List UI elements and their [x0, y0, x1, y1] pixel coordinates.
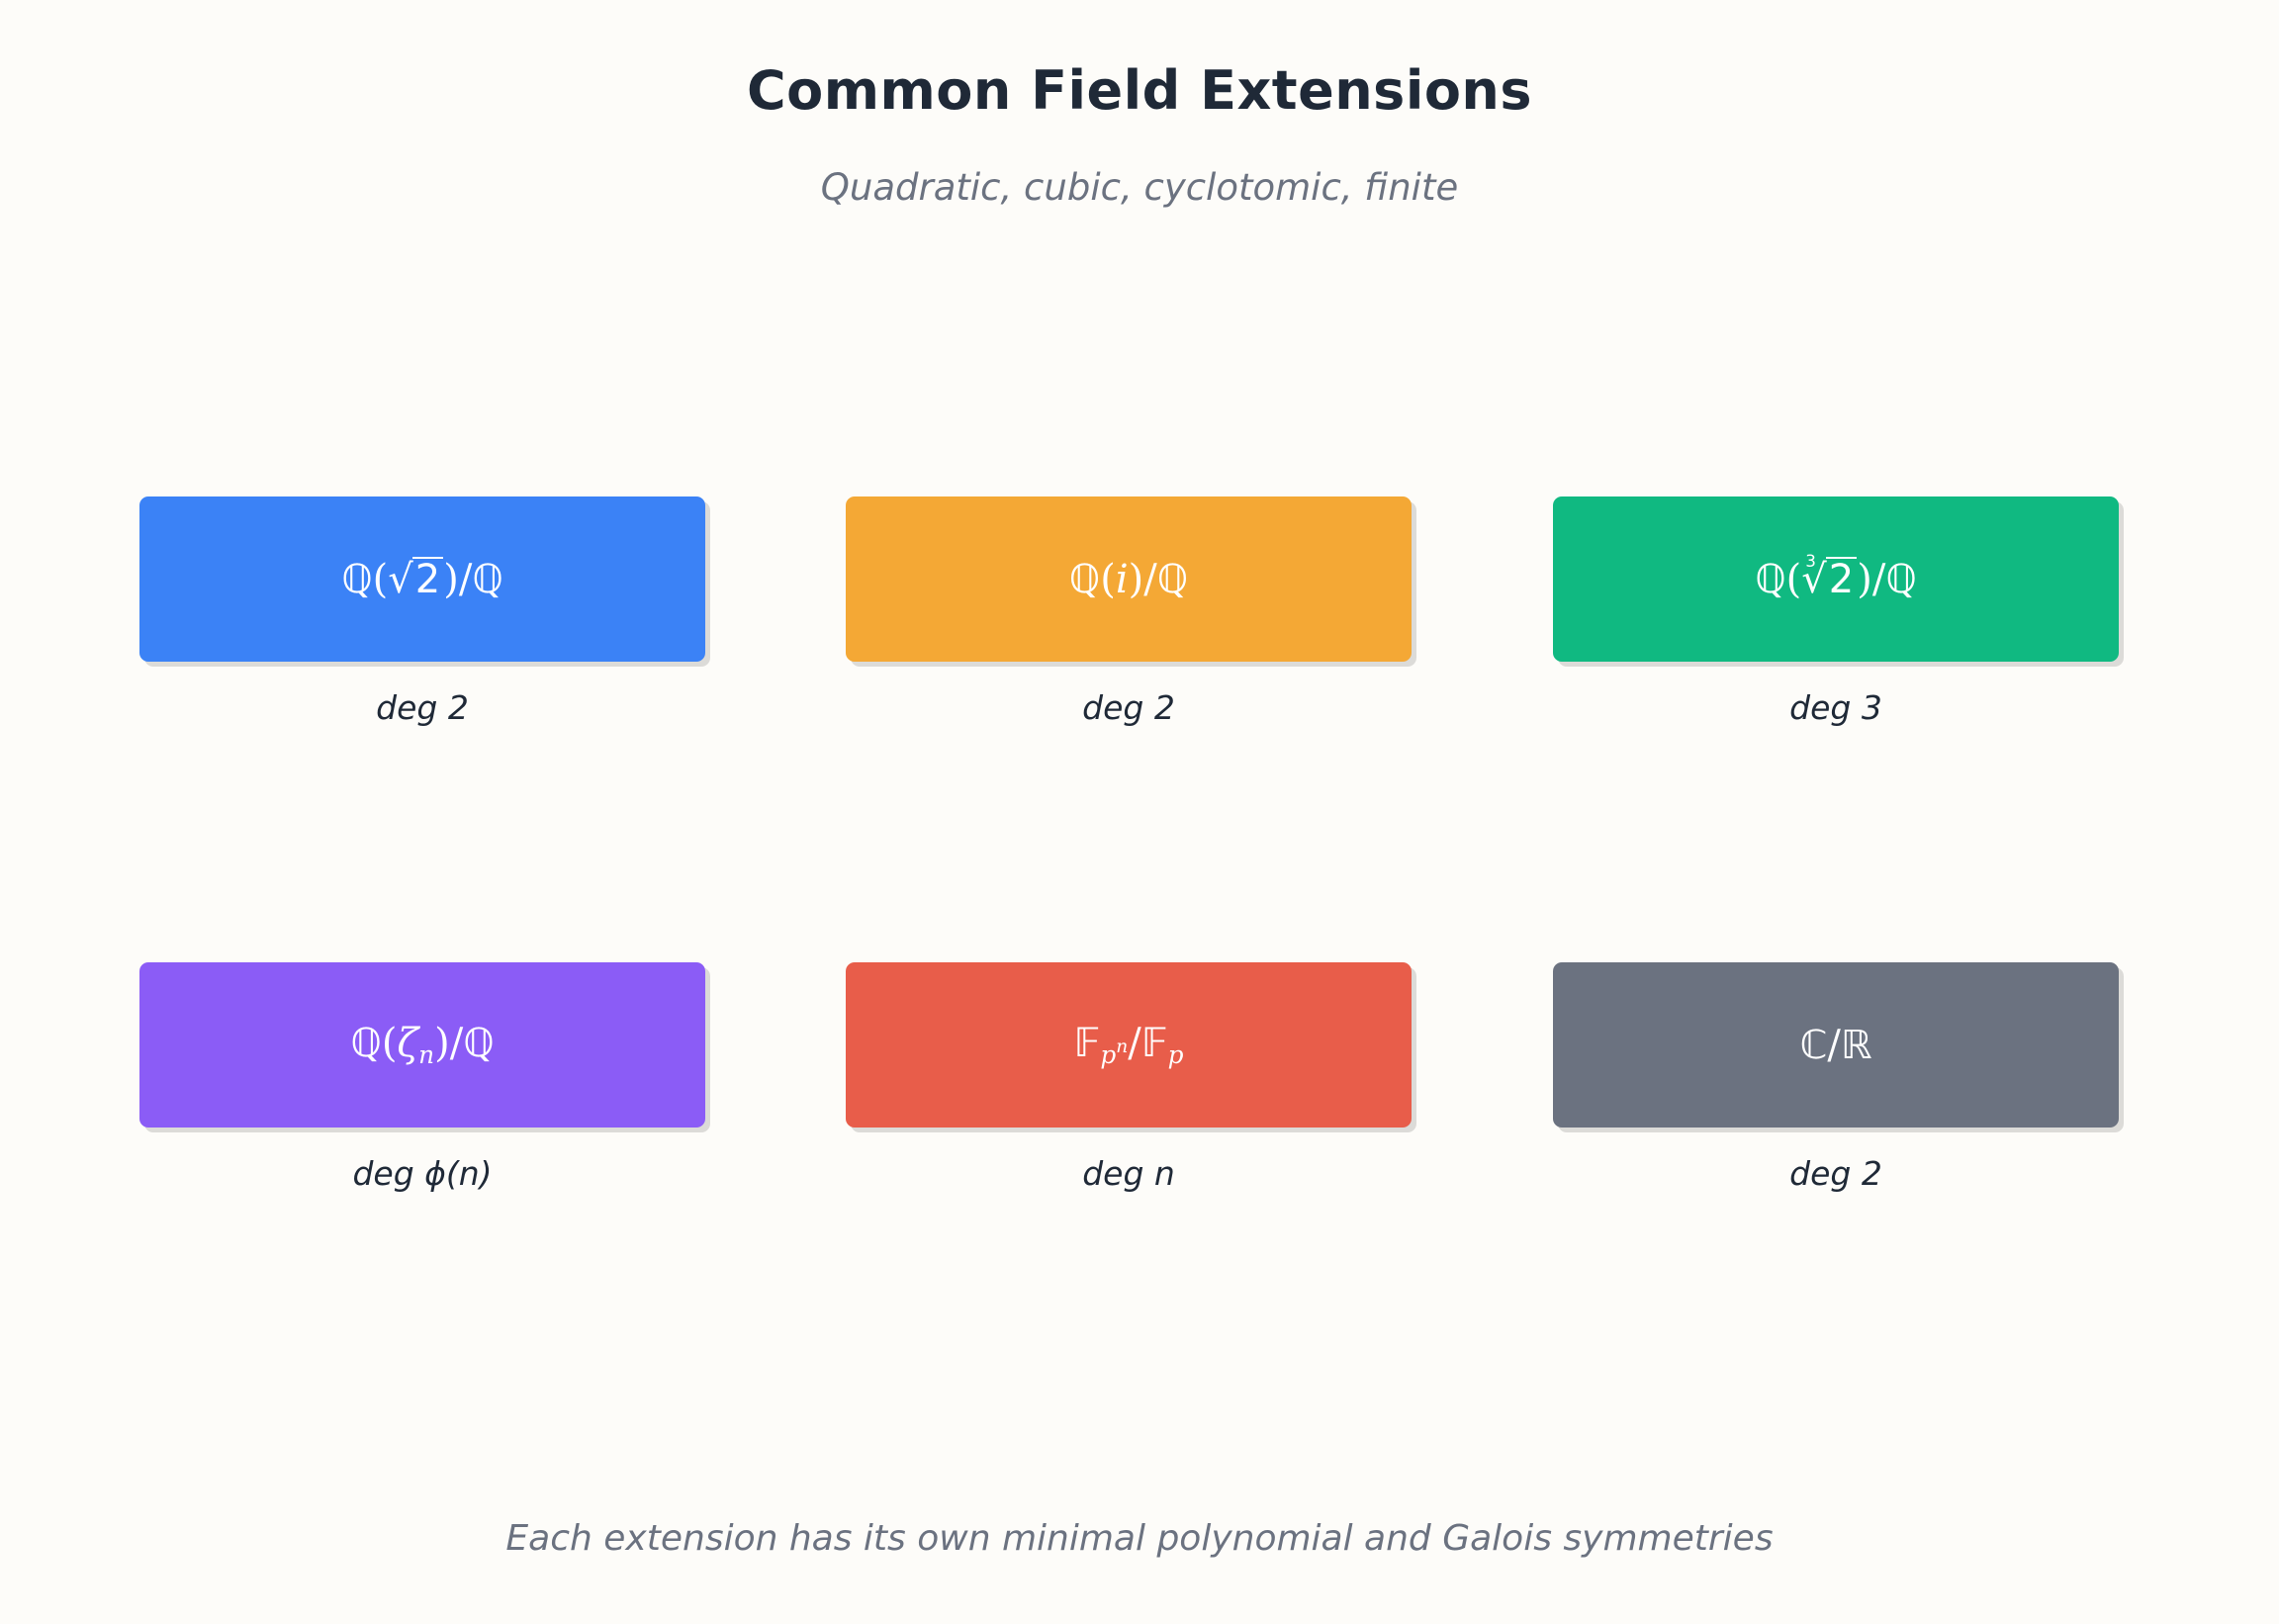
- page-subtitle: Quadratic, cubic, cyclotomic, finite: [820, 166, 1459, 209]
- extension-formula: ℚ(√2)/ℚ: [341, 556, 503, 602]
- extension-formula: ℂ/ℝ: [1799, 1022, 1872, 1068]
- extension-card-finite-field: 𝔽pn/𝔽p: [846, 962, 1412, 1128]
- extension-formula: ℚ(ζn)/ℚ: [350, 1021, 495, 1069]
- extension-degree-label: deg 3: [1789, 688, 1882, 727]
- extension-card-c-over-r: ℂ/ℝ: [1553, 962, 2119, 1128]
- extension-degree-label: deg n: [1082, 1154, 1175, 1193]
- extension-card-q-sqrt2: ℚ(√2)/ℚ: [139, 496, 705, 662]
- extension-degree-label: deg 2: [1082, 688, 1175, 727]
- extension-formula: 𝔽pn/𝔽p: [1073, 1021, 1184, 1069]
- extension-formula: ℚ(i)/ℚ: [1068, 556, 1189, 602]
- page-title: Common Field Extensions: [746, 59, 1533, 122]
- page-footer-note: Each extension has its own minimal polyn…: [505, 1518, 1774, 1559]
- extension-degree-label: deg 2: [376, 688, 469, 727]
- extension-degree-label: deg 2: [1789, 1154, 1882, 1193]
- extension-degree-label: deg ϕ(n): [352, 1154, 493, 1193]
- extension-card-q-zeta: ℚ(ζn)/ℚ: [139, 962, 705, 1128]
- extension-card-q-cbrt2: ℚ(3 √2)/ℚ: [1553, 496, 2119, 662]
- extension-formula: ℚ(3 √2)/ℚ: [1755, 550, 1917, 602]
- extension-card-q-i: ℚ(i)/ℚ: [846, 496, 1412, 662]
